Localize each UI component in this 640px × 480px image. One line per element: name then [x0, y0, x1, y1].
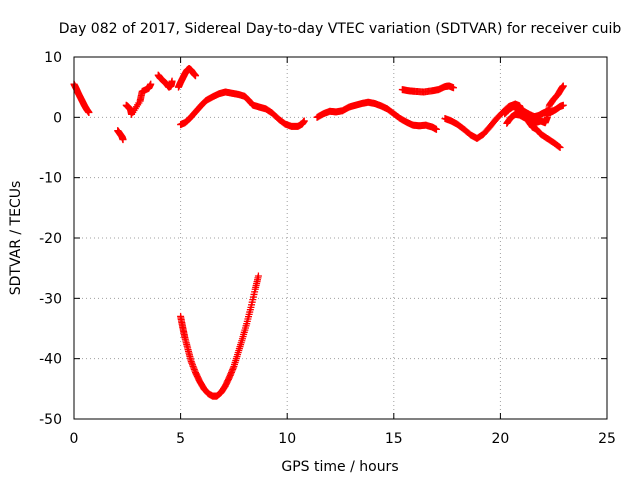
series-arc-5: [174, 64, 200, 91]
y-tick-label: -40: [39, 352, 62, 368]
data-point: [300, 117, 308, 125]
x-tick-label: 5: [176, 431, 185, 447]
data-point: [254, 272, 262, 280]
x-tick-label: 15: [385, 431, 403, 447]
data-points: [70, 64, 567, 400]
data-point: [147, 80, 155, 88]
axis-ticks: 0 5 10 15 20 25 -50 -40 -30 -20 -10 0 10: [39, 50, 616, 447]
series-arc-9: [398, 82, 457, 96]
series-arc-6: [177, 88, 308, 130]
data-point: [168, 77, 176, 85]
y-tick-label: -30: [39, 291, 62, 307]
y-tick-label: 0: [53, 110, 62, 126]
x-tick-label: 25: [598, 431, 616, 447]
data-point: [192, 72, 200, 80]
series-arc-3: [122, 80, 155, 118]
x-axis-label: GPS time / hours: [281, 459, 398, 475]
data-point: [119, 136, 127, 144]
y-tick-label: -20: [39, 231, 62, 247]
data-point: [559, 82, 567, 90]
data-point: [432, 125, 440, 133]
data-point: [85, 109, 93, 117]
y-tick-label: -10: [39, 171, 62, 187]
series-arc-2: [114, 127, 127, 144]
data-point: [559, 101, 567, 109]
y-tick-label: -50: [39, 412, 62, 428]
series-arc-4: [154, 71, 176, 91]
y-axis-label: SDTVAR / TECUs: [8, 181, 24, 296]
series-arc-7: [177, 272, 262, 400]
y-tick-label: 10: [44, 50, 62, 66]
data-point: [556, 144, 564, 151]
data-point: [555, 143, 563, 151]
x-tick-label: 10: [278, 431, 296, 447]
x-tick-label: 0: [70, 431, 79, 447]
x-tick-label: 20: [491, 431, 509, 447]
series-arc-8: [313, 98, 440, 133]
chart-title: Day 082 of 2017, Sidereal Day-to-day VTE…: [59, 21, 622, 37]
series-arc-1: [70, 80, 93, 117]
data-point: [449, 84, 457, 92]
series-arc-12: [503, 82, 567, 127]
